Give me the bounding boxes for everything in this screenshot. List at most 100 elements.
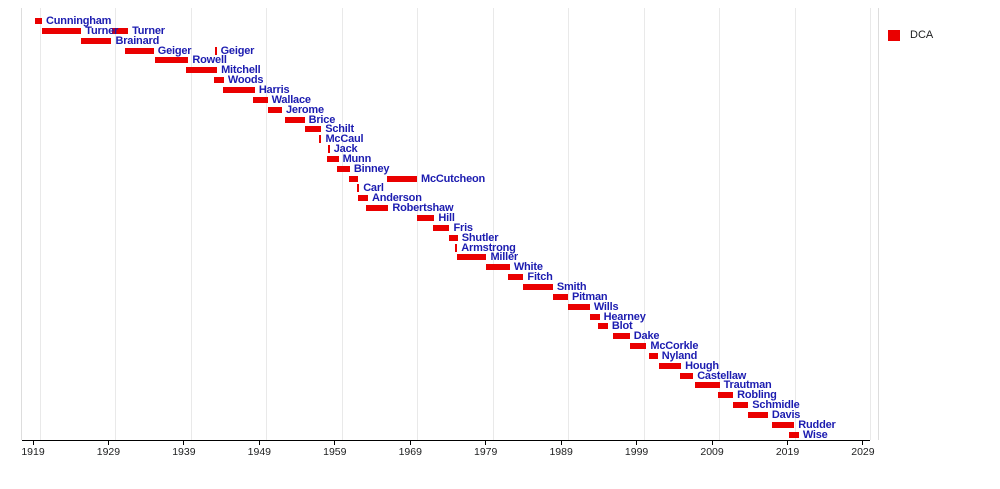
label-schilt[interactable]: Schilt bbox=[325, 123, 354, 136]
label-armstrong[interactable]: Armstrong bbox=[461, 241, 516, 254]
label-munn[interactable]: Munn bbox=[342, 152, 372, 165]
axis-tick-label-2029: 2029 bbox=[851, 446, 875, 458]
label-rowell[interactable]: Rowell bbox=[192, 54, 227, 67]
plot-border-right bbox=[878, 8, 880, 440]
axis-tick-2019 bbox=[787, 440, 788, 445]
bar-hough bbox=[659, 362, 682, 369]
label-mccutcheon[interactable]: McCutcheon bbox=[421, 172, 486, 185]
bar-fris bbox=[432, 224, 450, 231]
label-mccaul[interactable]: McCaul bbox=[325, 132, 364, 145]
bar-geiger bbox=[125, 47, 154, 54]
bar-trautman bbox=[694, 382, 720, 389]
gridline-1950 bbox=[266, 8, 268, 440]
label-cunningham[interactable]: Cunningham bbox=[46, 14, 112, 27]
label-wise[interactable]: Wise bbox=[802, 428, 828, 441]
bar-woods bbox=[214, 77, 224, 84]
bar-anderson bbox=[358, 195, 368, 202]
bar-schilt bbox=[304, 126, 322, 133]
label-robling[interactable]: Robling bbox=[737, 389, 777, 402]
label-trautman[interactable]: Trautman bbox=[723, 379, 772, 392]
label-hearney[interactable]: Hearney bbox=[603, 310, 646, 323]
bar-harris bbox=[223, 86, 255, 93]
label-pitman[interactable]: Pitman bbox=[571, 290, 608, 303]
bar-cunningham bbox=[34, 18, 43, 24]
bar-robling bbox=[718, 392, 734, 399]
bar-hill bbox=[417, 215, 435, 221]
label-fris[interactable]: Fris bbox=[453, 221, 473, 234]
bar-rudder bbox=[771, 421, 795, 428]
axis-tick-1919 bbox=[32, 440, 34, 445]
gridline-1940 bbox=[190, 8, 192, 440]
bar-white bbox=[486, 264, 510, 271]
label-rudder[interactable]: Rudder bbox=[798, 418, 836, 431]
label-hough[interactable]: Hough bbox=[685, 359, 719, 372]
label-anderson[interactable]: Anderson bbox=[371, 192, 422, 205]
label-turner[interactable]: Turner bbox=[132, 24, 165, 37]
label-binney[interactable]: Binney bbox=[353, 162, 390, 175]
axis-tick-1969 bbox=[409, 440, 411, 445]
label-brice[interactable]: Brice bbox=[308, 113, 336, 126]
bar-jack bbox=[327, 145, 330, 154]
label-woods[interactable]: Woods bbox=[227, 73, 264, 86]
gridline-1920 bbox=[40, 8, 42, 440]
axis-tick-1959 bbox=[334, 440, 336, 445]
label-jack[interactable]: Jack bbox=[333, 142, 358, 155]
legend: DCA bbox=[888, 29, 933, 41]
label-turner[interactable]: Turner bbox=[85, 24, 119, 37]
label-mitchell[interactable]: Mitchell bbox=[221, 64, 261, 77]
bar-binney bbox=[337, 165, 350, 172]
axis-tick-label-1969: 1969 bbox=[398, 446, 422, 458]
bar-jerome bbox=[268, 106, 282, 113]
bar-fitch bbox=[508, 274, 524, 281]
axis-tick-2009 bbox=[711, 440, 713, 445]
legend-color-swatch bbox=[888, 29, 900, 41]
axis-tick-1999 bbox=[636, 440, 638, 445]
axis-tick-label-1929: 1929 bbox=[96, 446, 121, 458]
label-nyland[interactable]: Nyland bbox=[661, 349, 698, 362]
label-wallace[interactable]: Wallace bbox=[271, 93, 311, 106]
label-castellaw[interactable]: Castellaw bbox=[697, 369, 747, 382]
axis-tick-1989 bbox=[560, 440, 562, 445]
bar-castellaw bbox=[679, 372, 694, 379]
label-mccorkle[interactable]: McCorkle bbox=[650, 339, 699, 352]
label-blot[interactable]: Blot bbox=[611, 320, 633, 333]
bar-turner bbox=[112, 27, 129, 34]
bar-miller bbox=[457, 254, 487, 261]
label-robertshaw[interactable]: Robertshaw bbox=[392, 201, 454, 214]
gridline-1980 bbox=[492, 8, 494, 440]
bar-pitman bbox=[552, 293, 568, 300]
label-geiger[interactable]: Geiger bbox=[157, 44, 192, 57]
label-harris[interactable]: Harris bbox=[258, 83, 290, 96]
label-davis[interactable]: Davis bbox=[771, 408, 801, 421]
label-fitch[interactable]: Fitch bbox=[527, 270, 553, 283]
bar-wallace bbox=[253, 96, 268, 103]
bar-wills bbox=[567, 303, 590, 310]
gridline-2030 bbox=[869, 8, 871, 440]
label-hill[interactable]: Hill bbox=[438, 211, 455, 224]
bar-blot bbox=[598, 323, 608, 330]
bar-mccaul bbox=[319, 135, 322, 144]
axis-tick-1979 bbox=[485, 440, 487, 445]
label-miller[interactable]: Miller bbox=[490, 251, 518, 264]
label-carl[interactable]: Carl bbox=[363, 182, 384, 195]
bar-robertshaw bbox=[366, 205, 389, 212]
axis-tick-label-2019: 2019 bbox=[775, 446, 800, 458]
label-dake[interactable]: Dake bbox=[633, 329, 660, 342]
bar-carl bbox=[357, 184, 360, 193]
label-shutler[interactable]: Shutler bbox=[461, 231, 499, 244]
bar-mitchell bbox=[186, 67, 218, 74]
label-geiger[interactable]: Geiger bbox=[220, 44, 255, 57]
label-jerome[interactable]: Jerome bbox=[285, 103, 324, 116]
label-brainard[interactable]: Brainard bbox=[115, 34, 160, 47]
bar-wise bbox=[789, 431, 799, 438]
label-white[interactable]: White bbox=[513, 261, 543, 274]
axis-tick-1949 bbox=[258, 440, 260, 445]
label-smith[interactable]: Smith bbox=[556, 280, 587, 293]
label-wills[interactable]: Wills bbox=[593, 300, 619, 313]
gridline-1930 bbox=[115, 8, 117, 440]
axis-tick-label-1949: 1949 bbox=[247, 446, 272, 458]
axis-tick-1929 bbox=[107, 440, 109, 445]
bar-smith bbox=[523, 283, 553, 290]
label-schmidle[interactable]: Schmidle bbox=[752, 398, 800, 411]
